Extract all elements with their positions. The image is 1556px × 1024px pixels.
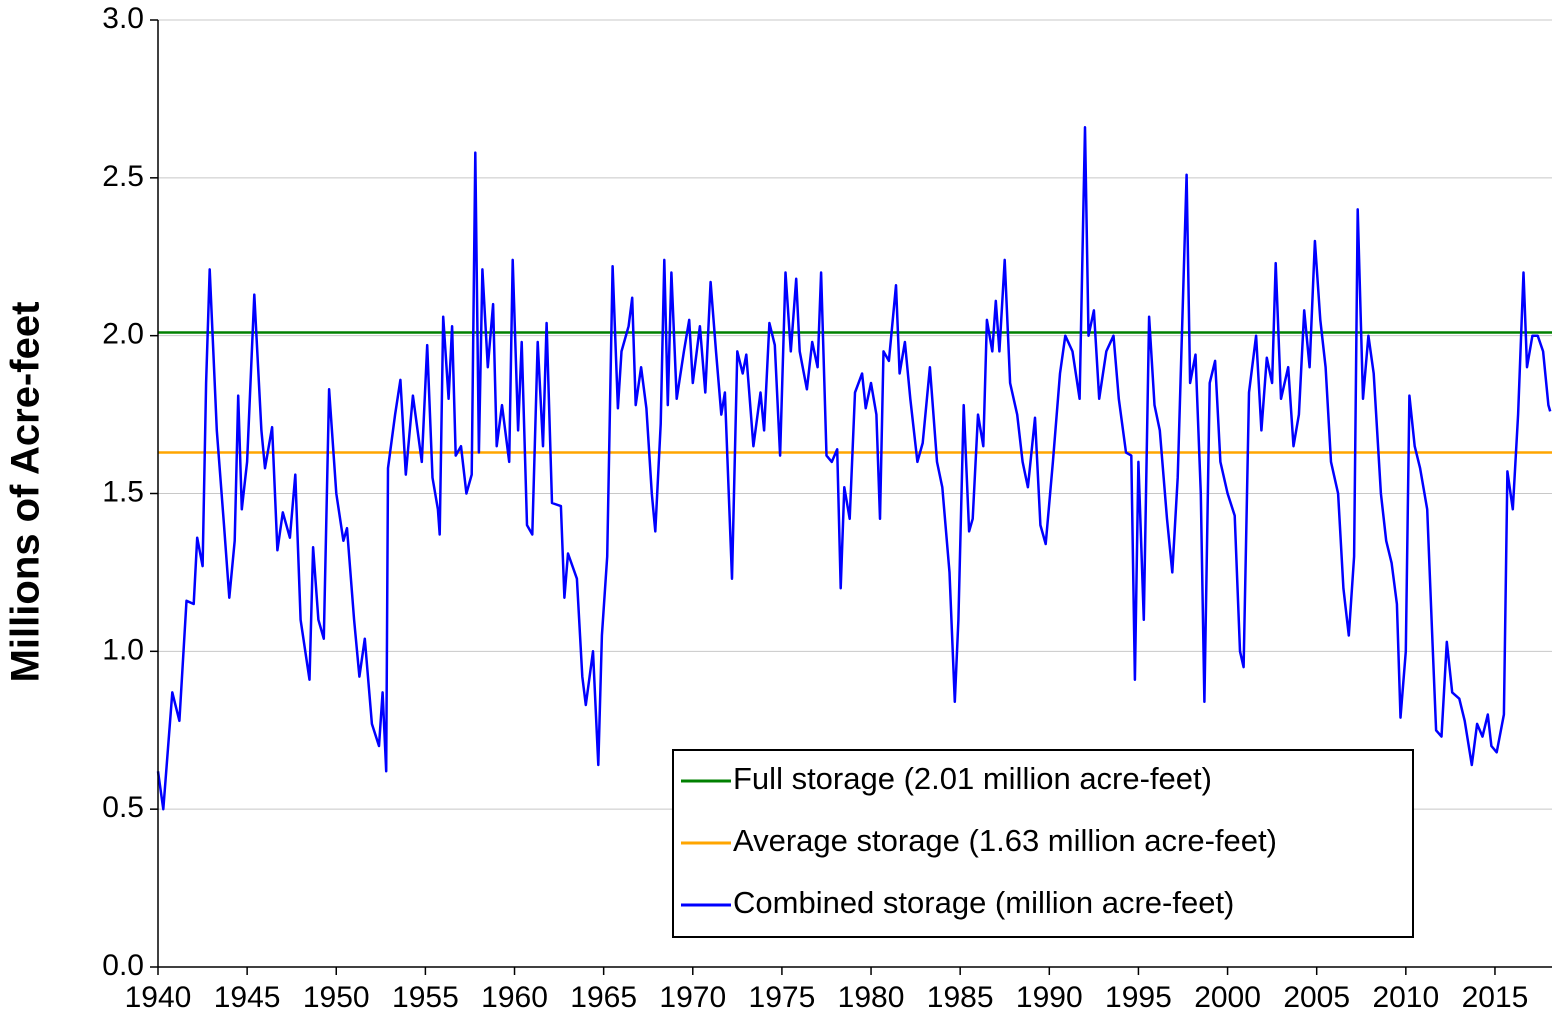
- x-tick-label: 1965: [570, 981, 637, 1014]
- x-tick-label: 1940: [125, 981, 192, 1014]
- y-tick-label: 1.0: [102, 633, 144, 666]
- x-tick-label: 2005: [1283, 981, 1350, 1014]
- legend-label: Combined storage (million acre-feet): [733, 885, 1234, 920]
- x-tick-label: 2010: [1372, 981, 1439, 1014]
- legend: Full storage (2.01 million acre-feet) Ave…: [672, 749, 1414, 938]
- x-tick-label: 1990: [1016, 981, 1083, 1014]
- y-tick-label: 0.5: [102, 791, 144, 824]
- series-line: [156, 126, 1552, 811]
- y-tick-label: 0.0: [102, 949, 144, 982]
- x-tick-label: 1980: [838, 981, 905, 1014]
- x-tick-label: 1960: [481, 981, 548, 1014]
- x-tick-label: 2015: [1462, 981, 1529, 1014]
- legend-label: Full storage (2.01 million acre-feet): [733, 761, 1212, 796]
- y-tick-label: 3.0: [102, 2, 144, 35]
- x-tick-label: 1955: [392, 981, 459, 1014]
- x-tick-label: 1995: [1105, 981, 1172, 1014]
- y-tick-label: 1.5: [102, 475, 144, 508]
- x-tick-label: 1945: [214, 981, 281, 1014]
- x-tick-label: 1950: [303, 981, 370, 1014]
- x-tick-label: 1970: [659, 981, 726, 1014]
- x-tick-label: 1985: [927, 981, 994, 1014]
- x-tick-label: 2000: [1194, 981, 1261, 1014]
- x-tick-label: 1975: [749, 981, 816, 1014]
- y-tick-label: 2.0: [102, 318, 144, 351]
- legend-label: Average storage (1.63 million acre-feet): [733, 823, 1277, 858]
- y-axis-label: Millions of Acre-feet: [4, 302, 48, 683]
- legend-box: [672, 749, 1414, 938]
- y-tick-label: 2.5: [102, 160, 144, 193]
